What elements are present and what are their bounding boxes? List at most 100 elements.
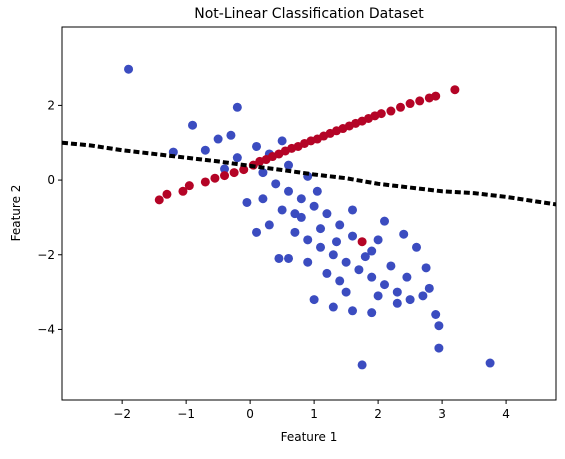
point (434, 321, 444, 331)
x-tick-label: 0 (246, 407, 254, 421)
point (184, 181, 194, 191)
point (405, 99, 415, 109)
x-tick-label: 2 (374, 407, 382, 421)
point (415, 96, 425, 106)
point (421, 263, 431, 273)
x-tick-label: 3 (438, 407, 446, 421)
point (178, 186, 188, 196)
point (431, 91, 441, 101)
point (418, 291, 428, 301)
point (220, 171, 230, 181)
point (258, 168, 268, 178)
point (335, 276, 345, 286)
point (392, 287, 402, 297)
point (296, 194, 306, 204)
point (239, 165, 249, 175)
point (373, 291, 383, 301)
y-tick-label: −2 (37, 248, 55, 262)
point (341, 257, 351, 267)
point (252, 141, 262, 151)
point (402, 272, 412, 282)
point (396, 102, 406, 112)
point (274, 253, 284, 263)
point (284, 253, 294, 263)
point (226, 130, 236, 140)
point (242, 197, 252, 207)
point (188, 120, 198, 130)
point (332, 237, 342, 247)
point (392, 298, 402, 308)
point (348, 205, 358, 215)
point (303, 257, 313, 267)
point (341, 287, 351, 297)
axes-frame (61, 26, 557, 401)
point (354, 265, 364, 275)
point (290, 209, 300, 219)
point (316, 242, 326, 252)
point (348, 306, 358, 316)
point (264, 220, 274, 230)
y-tick-label: 0 (47, 173, 55, 187)
point (258, 194, 268, 204)
point (373, 235, 383, 245)
point (380, 280, 390, 290)
point (309, 201, 319, 211)
y-tick-label: −4 (37, 322, 55, 336)
point (220, 164, 230, 174)
point (316, 224, 326, 234)
point (367, 246, 377, 256)
point (412, 242, 422, 252)
point (328, 250, 338, 260)
point (210, 173, 220, 183)
point (322, 209, 332, 219)
point (386, 106, 396, 116)
point (424, 283, 434, 293)
point (335, 220, 345, 230)
point (309, 295, 319, 305)
point (367, 272, 377, 282)
x-tick-label: 4 (502, 407, 510, 421)
decision-boundary (62, 140, 556, 207)
point (399, 229, 409, 239)
point (312, 186, 322, 196)
y-axis-label: Feature 2 (9, 185, 23, 242)
point (485, 358, 495, 368)
x-tick-label: −1 (177, 407, 195, 421)
point (367, 308, 377, 318)
point (360, 252, 370, 262)
point (200, 145, 210, 155)
x-tick-label: −2 (113, 407, 131, 421)
point (405, 295, 415, 305)
y-tick-label: 2 (47, 98, 55, 112)
point (328, 302, 338, 312)
point (124, 64, 134, 74)
plot-area (62, 64, 556, 370)
point (386, 261, 396, 271)
point (154, 195, 164, 205)
x-axis-label: Feature 1 (281, 430, 338, 444)
point (357, 237, 367, 247)
point (277, 205, 287, 215)
point (284, 186, 294, 196)
chart-title: Not-Linear Classification Dataset (194, 6, 424, 22)
point (290, 227, 300, 237)
point (376, 109, 386, 119)
point (271, 179, 281, 189)
point (434, 343, 444, 353)
point (322, 268, 332, 278)
point (232, 153, 242, 163)
point (348, 231, 358, 241)
point (277, 136, 287, 146)
point (431, 309, 441, 319)
point (252, 227, 262, 237)
point (213, 134, 223, 144)
point (200, 177, 210, 187)
x-tick-label: 1 (310, 407, 318, 421)
point (303, 235, 313, 245)
point (357, 360, 367, 370)
point (232, 102, 242, 112)
point (229, 168, 239, 178)
point (284, 160, 294, 170)
